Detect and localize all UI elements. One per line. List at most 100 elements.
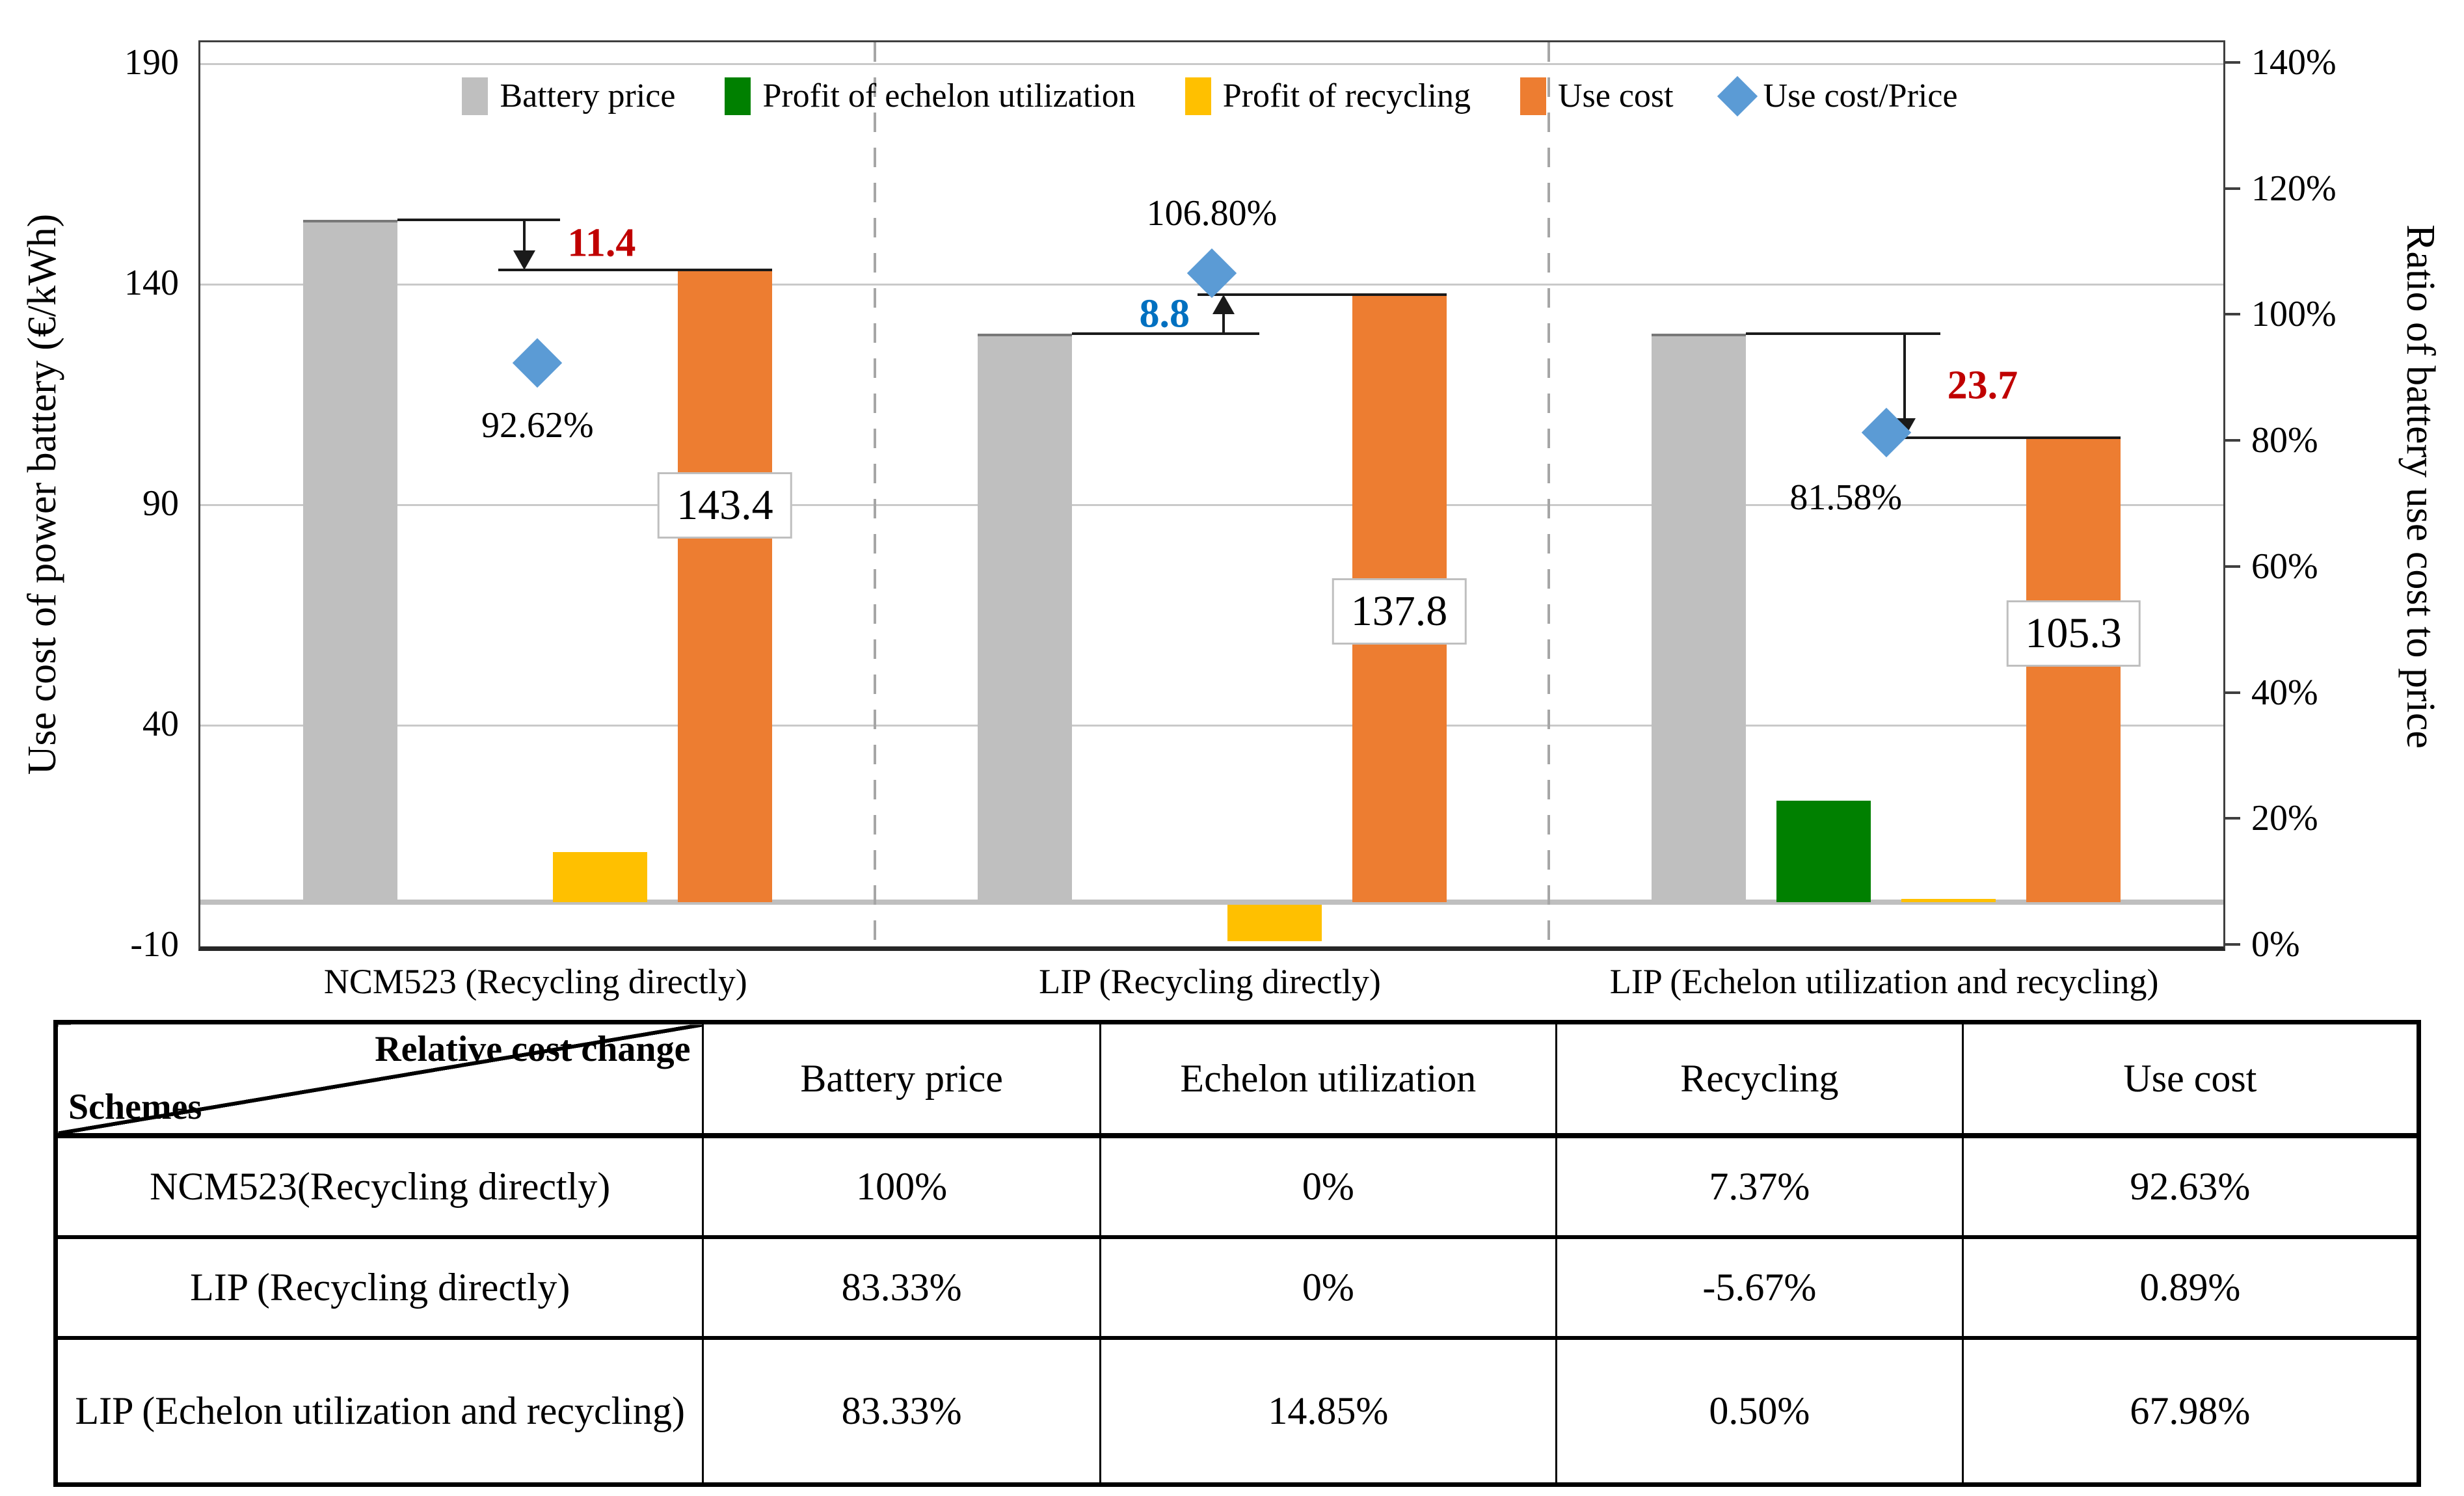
right-tick-label: 60%: [2251, 546, 2318, 587]
scheme-cell: LIP (Recycling directly): [54, 1235, 704, 1339]
corner-label-relative-cost-change: Relative cost change: [375, 1029, 691, 1069]
category-label: NCM523 (Recycling directly): [323, 962, 747, 1001]
legend-label: Profit of recycling: [1222, 77, 1471, 114]
table-column-header: Battery price: [702, 1021, 1101, 1138]
legend-label: Use cost/Price: [1763, 77, 1958, 114]
legend-item: Profit of recycling: [1185, 77, 1471, 115]
use-cost-value-label: 137.8: [1332, 578, 1467, 645]
arrowhead-up: [1212, 294, 1235, 314]
right-tick-mark: [2223, 439, 2240, 442]
right-tick-mark: [2223, 817, 2240, 820]
value-cell: 0.50%: [1555, 1335, 1964, 1486]
left-tick-label: -10: [130, 924, 179, 965]
right-tick-mark: [2223, 691, 2240, 694]
table-column-header: Echelon utilization: [1099, 1021, 1557, 1138]
legend-label: Battery price: [500, 77, 676, 114]
right-tick-mark: [2223, 60, 2240, 64]
right-tick-mark: [2223, 565, 2240, 568]
right-tick-label: 140%: [2251, 42, 2337, 83]
difference-value: 8.8: [1139, 291, 1190, 336]
right-tick-label: 40%: [2251, 672, 2318, 713]
table-row: LIP (Recycling directly) 83.33% 0% -5.67% 0.…: [54, 1235, 2420, 1339]
table-column-header: Use cost: [1961, 1021, 2420, 1138]
use-cost-price-marker: [513, 338, 563, 388]
chart-legend: Battery price Profit of echelon utilizati…: [198, 75, 2221, 116]
leader-line-from: [1071, 332, 1259, 335]
legend-label: Use cost: [1557, 77, 1674, 114]
value-cell: 14.85%: [1099, 1335, 1557, 1486]
legend-swatch-icon: [1185, 77, 1211, 115]
bar-yellow-group1: [552, 851, 647, 903]
arrow-shaft: [1222, 311, 1225, 334]
legend-item: Battery price: [462, 77, 675, 115]
gridline-190: [200, 63, 2223, 66]
right-tick-label: 120%: [2251, 168, 2337, 209]
right-tick-mark: [2223, 187, 2240, 190]
value-cell: 100%: [702, 1133, 1101, 1238]
value-cell: -5.67%: [1555, 1235, 1964, 1339]
left-tick-label: 40: [142, 703, 179, 744]
value-cell: 83.33%: [702, 1235, 1101, 1339]
use-cost-price-marker: [1186, 248, 1237, 299]
value-cell: 0.89%: [1961, 1235, 2420, 1339]
left-tick-label: 140: [124, 262, 179, 303]
plot-area: 11.4 8.8 23.7 143.4 137.8 105.3 92.62% 106.80% 8…: [198, 40, 2225, 951]
scheme-cell: LIP (Echelon utilization and recycling): [54, 1335, 704, 1486]
value-cell: 83.33%: [702, 1335, 1101, 1486]
left-tick-label: 90: [142, 483, 179, 524]
use-cost-value-label: 143.4: [658, 472, 792, 539]
table-row: LIP (Echelon utilization and recycling) 8…: [54, 1335, 2420, 1486]
table-column-header: Recycling: [1555, 1021, 1964, 1138]
left-tick-label: 190: [124, 42, 179, 83]
right-tick-label: 80%: [2251, 420, 2318, 461]
use-cost-price-marker-label: 92.62%: [481, 405, 594, 446]
bar-green-group3: [1776, 801, 1871, 903]
right-tick-mark: [2223, 313, 2240, 316]
use-cost-price-marker-label: 81.58%: [1789, 477, 1902, 518]
difference-value: 23.7: [1947, 363, 2018, 408]
bar-orange-group1: [677, 269, 772, 903]
right-tick-mark: [2223, 943, 2240, 946]
value-cell: 7.37%: [1555, 1133, 1964, 1238]
zero-baseline: [200, 900, 2223, 905]
legend-item: Use cost: [1520, 77, 1674, 115]
use-cost-value-label: 105.3: [2006, 600, 2141, 667]
arrow-shaft: [1903, 333, 1906, 421]
arrow-shaft: [523, 219, 526, 253]
legend-swatch-icon: [725, 77, 751, 115]
category-label: LIP (Echelon utilization and recycling): [1609, 962, 2159, 1001]
table-corner-cell: Relative cost change Schemes: [54, 1021, 704, 1138]
relative-cost-change-table: Relative cost change Schemes Battery pri…: [53, 1020, 2421, 1487]
gridline-90: [200, 504, 2223, 507]
value-cell: 92.63%: [1961, 1133, 2420, 1238]
table-row: NCM523(Recycling directly) 100% 0% 7.37% 92.…: [54, 1133, 2420, 1238]
leader-line-to: [498, 268, 772, 271]
gridline-40: [200, 725, 2223, 727]
arrowhead-down: [513, 250, 536, 270]
leader-line-to: [1878, 436, 2121, 440]
value-cell: 0%: [1099, 1235, 1557, 1339]
use-cost-price-marker-label: 106.80%: [1146, 193, 1278, 234]
right-tick-label: 100%: [2251, 294, 2337, 335]
bar-yellow-group3: [1901, 898, 1996, 903]
category-label: LIP (Recycling directly): [1039, 962, 1381, 1001]
legend-item: Profit of echelon utilization: [725, 77, 1136, 115]
scheme-cell: NCM523(Recycling directly): [54, 1133, 704, 1238]
difference-value: 11.4: [567, 220, 636, 265]
right-tick-label: 0%: [2251, 924, 2300, 965]
bar-gray-group2: [977, 333, 1072, 903]
legend-item: Use cost/Price: [1717, 75, 1958, 116]
legend-swatch-icon: [462, 77, 489, 115]
value-cell: 67.98%: [1961, 1335, 2420, 1486]
bar-gray-group3: [1652, 333, 1747, 903]
leader-line-from: [1746, 332, 1940, 335]
legend-label: Profit of echelon utilization: [762, 77, 1136, 114]
group-separator: [873, 42, 876, 946]
corner-label-schemes: Schemes: [68, 1086, 202, 1127]
leader-line-from: [397, 218, 561, 221]
bar-gray-group1: [302, 219, 397, 903]
value-cell: 0%: [1099, 1133, 1557, 1238]
diamond-icon: [1717, 75, 1758, 116]
group-separator: [1547, 42, 1551, 946]
legend-swatch-icon: [1520, 77, 1546, 115]
